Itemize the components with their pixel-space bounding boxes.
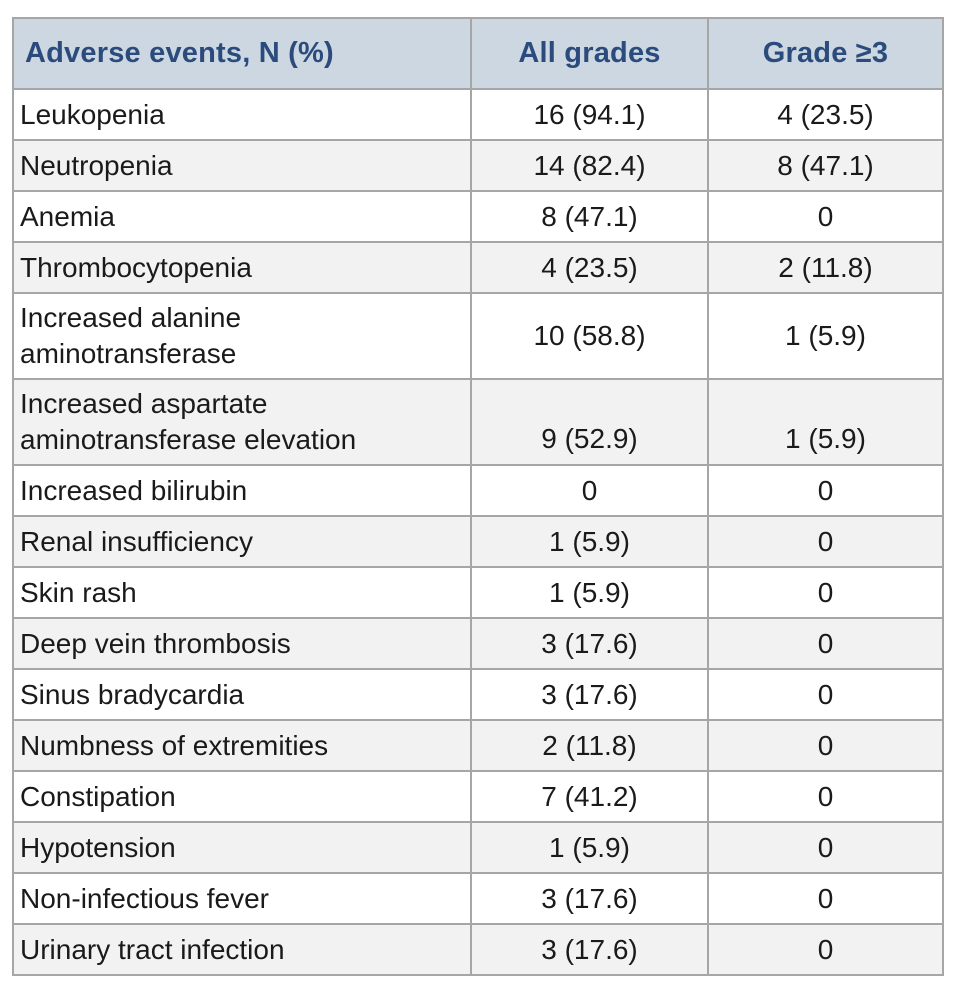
grade-ge3-value: 4 (23.5) (707, 88, 944, 141)
all-grades-value: 3 (17.6) (470, 617, 709, 670)
grade-ge3-value: 0 (707, 872, 944, 925)
all-grades-value: 7 (41.2) (470, 770, 709, 823)
all-grades-value: 1 (5.9) (470, 821, 709, 874)
table-row: Anemia 8 (47.1) 0 (12, 190, 944, 243)
grade-ge3-value: 0 (707, 923, 944, 976)
all-grades-value: 0 (470, 464, 709, 517)
all-grades-value: 8 (47.1) (470, 190, 709, 243)
adverse-event-label: Urinary tract infection (12, 923, 472, 976)
table-row: Deep vein thrombosis 3 (17.6) 0 (12, 617, 944, 670)
adverse-event-label: Sinus bradycardia (12, 668, 472, 721)
grade-ge3-value: 0 (707, 190, 944, 243)
table-row: Increased bilirubin 0 0 (12, 464, 944, 517)
table-body: Leukopenia 16 (94.1) 4 (23.5) Neutropeni… (12, 88, 944, 976)
adverse-event-label: Leukopenia (12, 88, 472, 141)
table-row: Sinus bradycardia 3 (17.6) 0 (12, 668, 944, 721)
grade-ge3-value: 0 (707, 566, 944, 619)
table-row: Hypotension 1 (5.9) 0 (12, 821, 944, 874)
all-grades-value: 1 (5.9) (470, 566, 709, 619)
adverse-event-label: Deep vein thrombosis (12, 617, 472, 670)
grade-ge3-value: 2 (11.8) (707, 241, 944, 294)
adverse-event-label: Increased bilirubin (12, 464, 472, 517)
grade-ge3-value: 8 (47.1) (707, 139, 944, 192)
grade-ge3-value: 0 (707, 668, 944, 721)
all-grades-value: 3 (17.6) (470, 923, 709, 976)
grade-ge3-value: 1 (5.9) (707, 378, 944, 466)
all-grades-value: 10 (58.8) (470, 292, 709, 380)
grade-ge3-value: 0 (707, 770, 944, 823)
adverse-event-label: Hypotension (12, 821, 472, 874)
adverse-event-label: Skin rash (12, 566, 472, 619)
all-grades-value: 3 (17.6) (470, 668, 709, 721)
all-grades-value: 3 (17.6) (470, 872, 709, 925)
table-row: Thrombocytopenia 4 (23.5) 2 (11.8) (12, 241, 944, 294)
grade-ge3-value: 0 (707, 464, 944, 517)
grade-ge3-value: 0 (707, 515, 944, 568)
all-grades-value: 4 (23.5) (470, 241, 709, 294)
adverse-events-table: Adverse events, N (%) All grades Grade ≥… (12, 17, 944, 976)
all-grades-value: 16 (94.1) (470, 88, 709, 141)
adverse-event-label: Increased aspartate aminotransferase ele… (12, 378, 472, 466)
all-grades-value: 14 (82.4) (470, 139, 709, 192)
header-row: Adverse events, N (%) All grades Grade ≥… (12, 17, 944, 90)
table-row: Increased alanine aminotransferase 10 (5… (12, 292, 944, 380)
grade-ge3-value: 0 (707, 719, 944, 772)
adverse-event-label: Anemia (12, 190, 472, 243)
all-grades-value: 1 (5.9) (470, 515, 709, 568)
all-grades-value: 2 (11.8) (470, 719, 709, 772)
adverse-event-label: Numbness of extremities (12, 719, 472, 772)
table-row: Numbness of extremities 2 (11.8) 0 (12, 719, 944, 772)
adverse-event-label: Neutropenia (12, 139, 472, 192)
column-header-adverse-events: Adverse events, N (%) (12, 17, 472, 90)
adverse-event-label: Non-infectious fever (12, 872, 472, 925)
table-row: Constipation 7 (41.2) 0 (12, 770, 944, 823)
table-row: Skin rash 1 (5.9) 0 (12, 566, 944, 619)
adverse-event-label: Renal insufficiency (12, 515, 472, 568)
all-grades-value: 9 (52.9) (470, 378, 709, 466)
column-header-all-grades: All grades (470, 17, 709, 90)
adverse-event-label: Constipation (12, 770, 472, 823)
table-row: Leukopenia 16 (94.1) 4 (23.5) (12, 88, 944, 141)
table-row: Increased aspartate aminotransferase ele… (12, 378, 944, 466)
adverse-event-label: Increased alanine aminotransferase (12, 292, 472, 380)
table-row: Urinary tract infection 3 (17.6) 0 (12, 923, 944, 976)
table-row: Non-infectious fever 3 (17.6) 0 (12, 872, 944, 925)
adverse-event-label: Thrombocytopenia (12, 241, 472, 294)
grade-ge3-value: 0 (707, 821, 944, 874)
column-header-grade-ge3: Grade ≥3 (707, 17, 944, 90)
grade-ge3-value: 1 (5.9) (707, 292, 944, 380)
table-row: Neutropenia 14 (82.4) 8 (47.1) (12, 139, 944, 192)
grade-ge3-value: 0 (707, 617, 944, 670)
table-row: Renal insufficiency 1 (5.9) 0 (12, 515, 944, 568)
